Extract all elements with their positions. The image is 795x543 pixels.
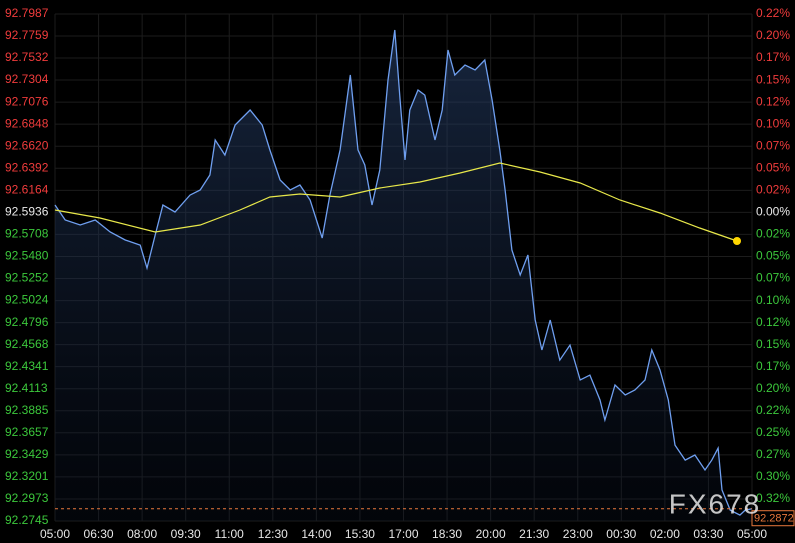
area: [55, 30, 752, 521]
y-tick-label: 92.4568: [5, 337, 49, 351]
y-tick-label: 92.4796: [5, 315, 49, 329]
y2-tick-label: 0.32%: [756, 491, 790, 505]
y2-tick-label: 0.07%: [756, 138, 790, 152]
x-tick-label: 03:30: [693, 527, 723, 541]
x-tick-label: 00:30: [606, 527, 636, 541]
x-tick-label: 20:00: [476, 527, 506, 541]
last-price-box: [751, 510, 795, 527]
y2-tick-label: 0.27%: [756, 447, 790, 461]
labels: 92.7987 92.7759 92.7532 92.7304 92.7076 92.68…: [5, 6, 795, 541]
x-tick-label: 09:30: [171, 527, 201, 541]
y-tick-label: 92.2973: [5, 491, 49, 505]
x-tick-label: 05:00: [737, 527, 767, 541]
x-tick-label: 02:00: [650, 527, 680, 541]
y2-tick-label: 0.20%: [756, 381, 790, 395]
y-tick-label: 92.5252: [5, 271, 49, 285]
y-tick-label: 92.4113: [5, 381, 48, 395]
y2-tick-label: 0.22%: [756, 403, 790, 417]
end-dot: [732, 236, 741, 245]
last-price-label: 92.2872: [754, 513, 794, 525]
y-tick-label: 92.3201: [5, 469, 49, 483]
y2-tick-label: 0.17%: [756, 359, 790, 373]
plot: [54, 29, 753, 521]
y-tick-label: 92.2745: [5, 513, 49, 527]
y2-tick-label: 0.05%: [756, 249, 790, 263]
y-tick-label: 92.6164: [5, 182, 49, 196]
y-tick-label: 92.5480: [5, 249, 49, 263]
y-tick-label: 92.6620: [5, 138, 49, 152]
y2-tick-label: 0.00%: [756, 205, 790, 219]
y2-tick-label: 0.12%: [756, 315, 790, 329]
y-tick-label: 92.6848: [5, 116, 49, 130]
y-tick-label: 92.3429: [5, 447, 49, 461]
y-tick-label: 92.7304: [5, 72, 49, 86]
x-tick-label: 17:00: [388, 527, 418, 541]
y2-tick-label: 0.25%: [756, 425, 790, 439]
y-tick-label: 92.3885: [5, 403, 49, 417]
y2-tick-label: 0.02%: [756, 227, 790, 241]
x-tick-label: 14:00: [301, 527, 331, 541]
x-tick-label: 15:30: [345, 527, 375, 541]
y-tick-label: 92.3657: [5, 425, 49, 439]
y-tick-label: 92.7759: [5, 28, 49, 42]
x-tick-label: 23:00: [563, 527, 593, 541]
y-tick-label: 92.5024: [5, 293, 49, 307]
y2-tick-label: 0.22%: [756, 6, 790, 20]
y2-tick-label: 0.15%: [756, 337, 790, 351]
y2-tick-label: 0.10%: [756, 116, 790, 130]
y2-tick-label: 0.05%: [756, 160, 790, 174]
y2-tick-label: 0.15%: [756, 72, 790, 86]
y-tick-label: 92.7076: [5, 94, 49, 108]
y2-tick-label: 0.12%: [756, 94, 790, 108]
y-tick-label: 92.5936: [5, 205, 49, 219]
y2-tick-label: 0.17%: [756, 50, 790, 64]
x-tick-label: 11:00: [215, 527, 244, 541]
y-tick-label: 92.5708: [5, 227, 49, 241]
x-tick-label: 06:30: [84, 527, 114, 541]
x-tick-label: 12:30: [258, 527, 288, 541]
y2-tick-label: 0.20%: [756, 28, 790, 42]
line: [54, 162, 738, 242]
y-tick-label: 92.6392: [5, 160, 49, 174]
x-tick-label: 08:00: [127, 527, 157, 541]
y2-tick-label: 0.02%: [756, 183, 790, 197]
y2-tick-label: 0.10%: [756, 293, 790, 307]
y-tick-label: 92.7987: [5, 6, 49, 20]
y2-tick-label: 0.07%: [756, 271, 790, 285]
y-tick-label: 92.7532: [5, 50, 49, 64]
y-tick-label: 92.4341: [5, 359, 49, 373]
x-tick-label: 18:30: [432, 527, 462, 541]
x-tick-label: 21:30: [519, 527, 549, 541]
y2-tick-label: 0.30%: [756, 469, 790, 483]
line: [54, 29, 753, 516]
watermark: FX678: [669, 488, 762, 519]
x-tick-label: 05:00: [40, 527, 70, 541]
